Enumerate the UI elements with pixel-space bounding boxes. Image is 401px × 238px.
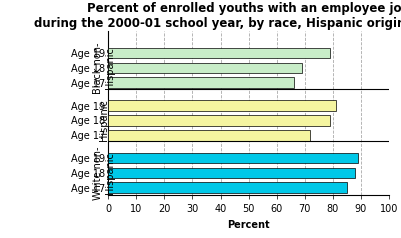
Text: White non-
Hispanic: White non- Hispanic	[93, 146, 115, 200]
Bar	[108, 100, 336, 111]
Bar	[108, 168, 355, 178]
Bar	[108, 77, 294, 88]
Title: Percent of enrolled youths with an employee job
during the 2000-01 school year, : Percent of enrolled youths with an emplo…	[34, 2, 401, 30]
Text: Hispanic: Hispanic	[99, 99, 109, 141]
Bar	[108, 130, 310, 141]
Bar	[108, 153, 358, 164]
Bar	[108, 115, 330, 126]
Text: Black non-
Hispanic: Black non- Hispanic	[93, 42, 115, 94]
X-axis label: Percent: Percent	[227, 220, 270, 230]
Bar	[108, 48, 330, 59]
Bar	[108, 183, 347, 193]
Bar	[108, 63, 302, 73]
